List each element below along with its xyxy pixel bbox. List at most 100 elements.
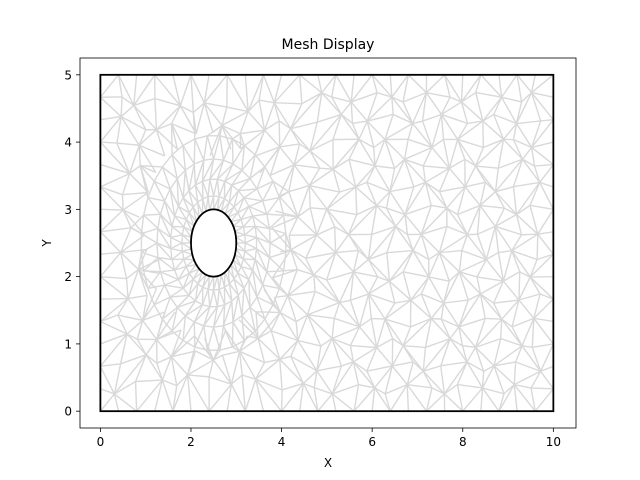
mesh-edge (230, 351, 241, 385)
mesh-edge (164, 284, 184, 289)
mesh-edge (147, 181, 155, 198)
mesh-edge (287, 290, 316, 297)
mesh-edge (188, 212, 195, 227)
mesh-edge (515, 181, 541, 215)
mesh-edge (194, 138, 205, 161)
mesh-edge (217, 304, 225, 308)
mesh-edge (331, 338, 343, 367)
mesh-edge (237, 273, 245, 289)
mesh-edge (232, 339, 245, 348)
mesh-edge (216, 198, 226, 211)
mesh-edge (479, 293, 503, 320)
mesh-edge (194, 286, 204, 302)
mesh-edge (308, 168, 334, 187)
mesh-edge (231, 184, 239, 192)
mesh-edge (195, 350, 214, 361)
mesh-edge (184, 315, 195, 323)
mesh-edge (406, 384, 410, 412)
mesh-edge (402, 317, 432, 347)
mesh-edge (477, 276, 504, 282)
mesh-edge (170, 356, 189, 376)
mesh-edge (256, 236, 271, 244)
mesh-edge (208, 359, 215, 378)
mesh-edge (280, 389, 283, 412)
mesh-edge (287, 269, 298, 296)
mesh-edge (176, 178, 180, 207)
x-tick-label: 0 (97, 435, 105, 449)
mesh-edge (222, 300, 233, 327)
mesh-edge (278, 287, 289, 297)
mesh-edge (125, 278, 129, 299)
mesh-edge (348, 205, 378, 236)
mesh-edge (403, 344, 426, 349)
mesh-edge (226, 384, 233, 412)
mesh-edge (309, 138, 334, 152)
mesh-edge (467, 120, 483, 125)
mesh-edge (244, 234, 257, 239)
mesh-edge (406, 234, 414, 251)
mesh-edge (171, 250, 183, 261)
mesh-edge (332, 138, 360, 170)
mesh-edge (321, 74, 337, 94)
mesh-edge (145, 339, 158, 356)
mesh-edge (537, 208, 554, 235)
mesh-edge (521, 92, 533, 103)
mesh-edge (539, 164, 554, 183)
mesh-edge (163, 284, 171, 298)
mesh-edge (153, 304, 163, 320)
mesh-edge (384, 393, 391, 412)
mesh-edge (350, 92, 378, 103)
mesh-edge (269, 242, 287, 253)
mesh-edge (99, 251, 122, 278)
mesh-edge (460, 101, 469, 124)
mesh-edge (266, 197, 280, 215)
mesh-edge (141, 242, 158, 253)
mesh-edge (512, 159, 524, 187)
mesh-edge (183, 219, 187, 228)
mesh-edge (128, 145, 140, 174)
mesh-edge (222, 304, 226, 326)
mesh-edge (294, 164, 320, 169)
mesh-edge (514, 345, 523, 363)
mesh-edge (440, 302, 445, 320)
mesh-edge (352, 250, 360, 273)
mesh-edge (290, 121, 318, 130)
mesh-edge (232, 138, 245, 147)
mesh-edge (172, 74, 181, 106)
mesh-edge (502, 138, 524, 160)
mesh-edge (249, 154, 256, 179)
mesh-edge (226, 106, 249, 113)
mesh-edge (410, 299, 432, 320)
mesh-edge (389, 384, 408, 412)
mesh-edge (352, 361, 368, 372)
mesh-edge (533, 317, 554, 323)
mesh-edge (404, 214, 409, 235)
mesh-edge (410, 276, 430, 301)
mesh-edge (305, 251, 336, 259)
mesh-edge (500, 337, 523, 347)
mesh-edge (391, 96, 404, 103)
mesh-edge (425, 74, 446, 94)
mesh-edge (179, 74, 192, 107)
chart-title: Mesh Display (282, 37, 375, 53)
mesh-edge (302, 370, 318, 384)
mesh-edge (441, 113, 468, 125)
plot-frame (79, 57, 577, 429)
mesh-edge (404, 158, 426, 183)
mesh-edge (182, 273, 190, 289)
mesh-edge (116, 116, 122, 144)
mesh-edge (500, 74, 518, 98)
mesh-edge (262, 284, 280, 290)
mesh-edge (298, 74, 303, 104)
mesh-edge (254, 225, 271, 244)
mesh-edge (406, 361, 414, 385)
mesh-edge (481, 371, 485, 388)
mesh-edge (228, 283, 239, 296)
mesh-edge (308, 167, 321, 186)
mesh-edge (425, 181, 440, 193)
mesh-edge (100, 314, 119, 323)
mesh-edge (481, 387, 500, 412)
mesh-edge (174, 258, 185, 271)
mesh-edge (421, 293, 444, 304)
mesh-edge (122, 191, 149, 211)
